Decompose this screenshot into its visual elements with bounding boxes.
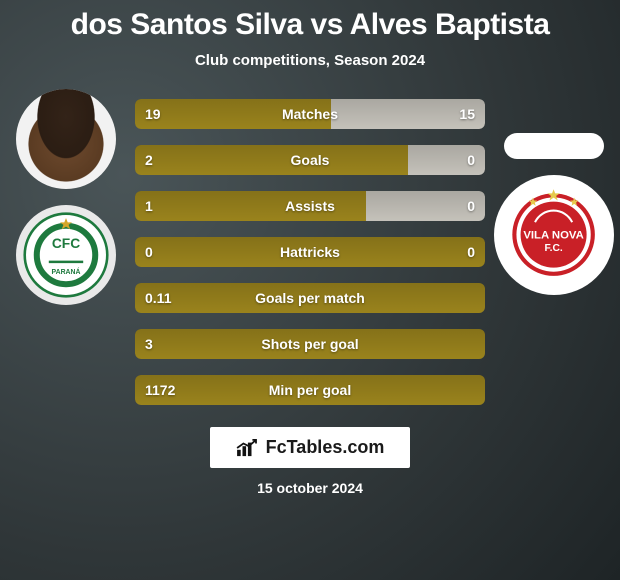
stat-bar-left <box>135 145 408 175</box>
stat-label: Goals per match <box>255 290 365 306</box>
stat-bars: 19 Matches 15 2 Goals 0 1 Assists 0 0 Hattricks 0 0.… <box>135 89 485 405</box>
stat-value-right: 15 <box>459 106 475 122</box>
stat-row: 2 Goals 0 <box>135 145 485 175</box>
right-player-flag <box>504 133 604 159</box>
left-player-column: CFC PARANÁ <box>6 89 126 305</box>
page-title: dos Santos Silva vs Alves Baptista <box>0 8 620 42</box>
comparison-panel: CFC PARANÁ 19 Matches 15 2 Goals 0 1 Assists 0 0 H… <box>0 89 620 405</box>
left-player-avatar <box>16 89 116 189</box>
footer: FcTables.com 15 october 2024 <box>0 427 620 496</box>
stat-row: 3 Shots per goal <box>135 329 485 359</box>
stat-label: Hattricks <box>280 244 340 260</box>
svg-text:CFC: CFC <box>52 236 80 251</box>
stat-row: 0 Hattricks 0 <box>135 237 485 267</box>
stat-value-left: 0 <box>145 244 153 260</box>
svg-text:PARANÁ: PARANÁ <box>52 267 81 276</box>
stat-row: 1172 Min per goal <box>135 375 485 405</box>
stat-row: 19 Matches 15 <box>135 99 485 129</box>
stat-label: Matches <box>282 106 338 122</box>
right-player-column: VILA NOVA F.C. <box>494 89 614 295</box>
stat-label: Assists <box>285 198 335 214</box>
svg-text:F.C.: F.C. <box>545 244 563 255</box>
vila-nova-crest-icon: VILA NOVA F.C. <box>502 183 605 286</box>
stat-value-left: 3 <box>145 336 153 352</box>
stat-value-left: 2 <box>145 152 153 168</box>
stat-row: 0.11 Goals per match <box>135 283 485 313</box>
right-club-crest: VILA NOVA F.C. <box>494 175 614 295</box>
stat-value-left: 19 <box>145 106 161 122</box>
face-placeholder-icon <box>16 89 116 189</box>
stat-value-right: 0 <box>467 198 475 214</box>
stat-value-left: 1 <box>145 198 153 214</box>
stat-label: Min per goal <box>269 382 351 398</box>
brand-text: FcTables.com <box>266 437 385 458</box>
stat-value-right: 0 <box>467 152 475 168</box>
stat-value-left: 1172 <box>145 382 175 398</box>
coritiba-crest-icon: CFC PARANÁ <box>23 212 109 298</box>
bars-up-icon <box>236 439 258 457</box>
stat-value-left: 0.11 <box>145 290 171 306</box>
date-text: 15 october 2024 <box>257 480 363 496</box>
stat-label: Goals <box>291 152 330 168</box>
svg-text:VILA NOVA: VILA NOVA <box>524 230 585 242</box>
left-club-crest: CFC PARANÁ <box>16 205 116 305</box>
stat-row: 1 Assists 0 <box>135 191 485 221</box>
subtitle: Club competitions, Season 2024 <box>0 52 620 69</box>
stat-value-right: 0 <box>467 244 475 260</box>
stat-label: Shots per goal <box>261 336 358 352</box>
brand-badge: FcTables.com <box>210 427 411 468</box>
